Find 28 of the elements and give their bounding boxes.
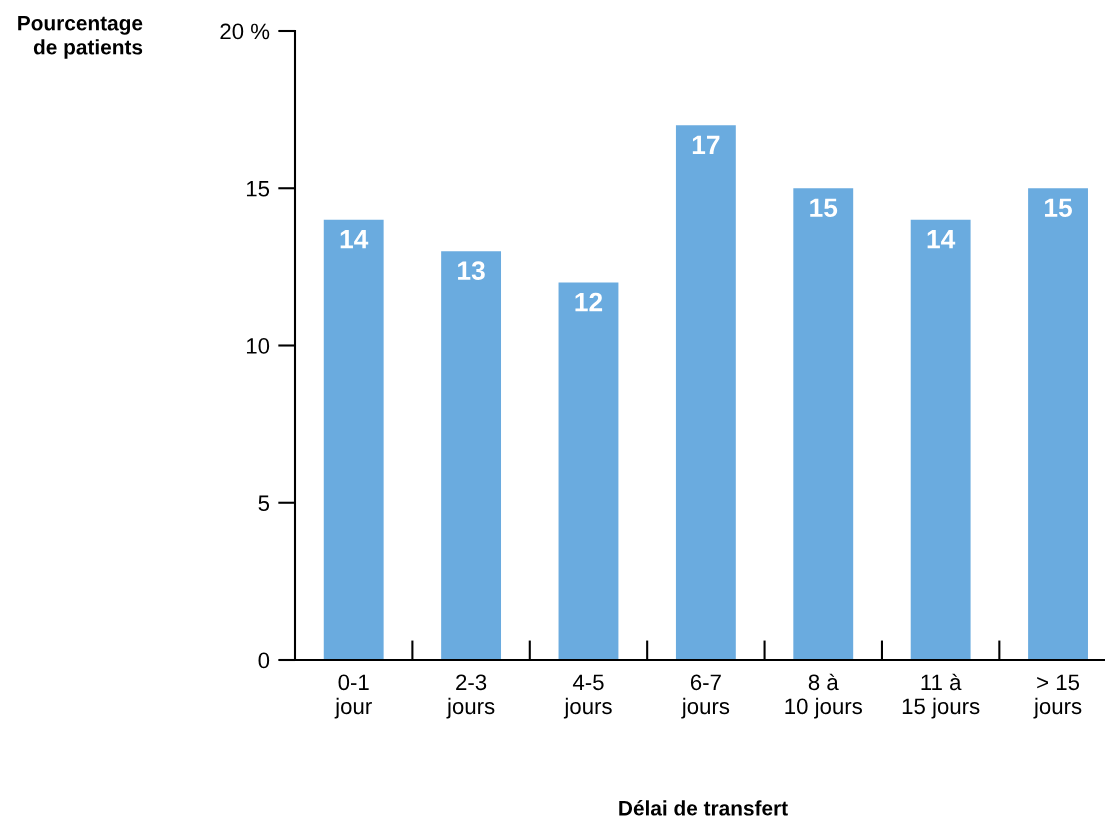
x-tick-label: 11 à 15 jours [902, 673, 980, 719]
x-tick-label: 2-3 jours [446, 674, 495, 719]
data-label: 17 [692, 135, 720, 154]
y-tick-label: 0 [258, 652, 270, 669]
x-tick-label: 0-1 jour [334, 674, 372, 719]
x-tick-label: > 15 jours [1033, 674, 1082, 719]
y-axis-title: Pourcentage de patients [18, 15, 143, 59]
y-tick-label: 5 [258, 495, 270, 512]
x-tick-label: 6-7 jours [681, 674, 730, 719]
x-tick-label: 4-5 jours [563, 674, 612, 719]
bar [910, 219, 971, 660]
data-label: 15 [1045, 198, 1072, 218]
bar [1028, 188, 1088, 660]
x-axis-title: Délai de transfert [619, 800, 788, 816]
data-label: 14 [927, 230, 956, 249]
bar [675, 125, 736, 660]
data-label: 12 [575, 292, 603, 312]
data-label: 13 [458, 261, 485, 281]
x-tick-label: 8 à 10 jours [785, 673, 862, 719]
bar [323, 219, 384, 660]
bar [793, 188, 854, 660]
y-tick-label: 10 [246, 338, 270, 354]
bar [558, 282, 619, 660]
y-tick-label: 20 % [220, 23, 270, 40]
data-label: 15 [810, 198, 838, 218]
y-tick-label: 15 [246, 181, 270, 197]
data-label: 14 [340, 230, 369, 249]
bar [441, 251, 502, 660]
